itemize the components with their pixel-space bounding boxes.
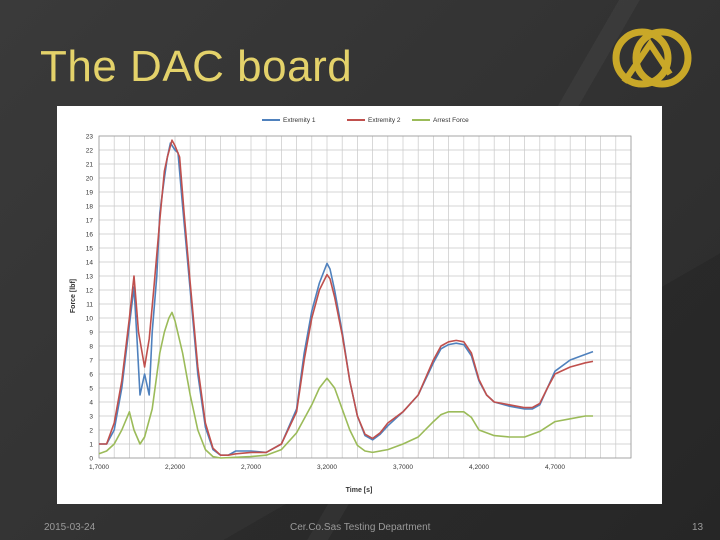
footer-department: Cer.Co.Sas Testing Department	[290, 522, 431, 533]
y-tick-label: 6	[89, 372, 93, 379]
y-tick-label: 3	[89, 414, 93, 421]
x-tick-label: 2,2000	[165, 464, 185, 471]
series-line-arrest-force	[98, 311, 593, 459]
chart-grid	[98, 135, 632, 459]
y-tick-label: 5	[89, 386, 93, 393]
legend-label: Extremity 1	[283, 117, 316, 124]
footer-date: 2015-03-24	[44, 522, 96, 533]
y-tick-label: 16	[86, 232, 94, 239]
series-line-extremity-1	[99, 142, 594, 456]
y-tick-label: 15	[86, 246, 94, 253]
x-tick-label: 1,7000	[89, 464, 109, 471]
y-tick-label: 22	[86, 148, 94, 155]
y-tick-label: 11	[86, 302, 93, 309]
chart-legend: Extremity 1 Extremity 2 Arrest Force	[262, 117, 469, 124]
page-number: 13	[692, 522, 704, 533]
legend-label: Arrest Force	[433, 117, 469, 124]
y-tick-label: 12	[86, 288, 94, 295]
slide-title: The DAC board	[40, 42, 353, 91]
x-tick-label: 2,7000	[241, 464, 261, 471]
y-tick-label: 20	[86, 176, 94, 183]
plot-frame	[98, 135, 632, 459]
chart-series	[98, 139, 594, 459]
series-line-extremity-2	[99, 139, 594, 456]
y-tick-label: 19	[86, 190, 94, 197]
y-tick-label: 10	[86, 316, 94, 323]
y-tick-label: 17	[86, 218, 94, 225]
y-tick-label: 1	[89, 442, 93, 449]
y-axis-label: Force [lbf]	[70, 279, 77, 313]
y-tick-label: 9	[89, 330, 93, 337]
x-tick-label: 3,2000	[317, 464, 337, 471]
y-tick-label: 18	[86, 204, 94, 211]
x-tick-label: 4,2000	[469, 464, 489, 471]
y-tick-label: 23	[86, 134, 94, 141]
y-tick-label: 13	[86, 274, 94, 281]
chart-panel: 0 1 2 3 4 5 6 7 8 9 10 11 12 13 14 15 16 17 18 19 20 21 22 23 1…	[57, 106, 662, 504]
x-axis-label: Time [s]	[346, 487, 373, 494]
y-tick-label: 14	[86, 260, 94, 267]
x-axis-ticks: 1,7000 2,2000 2,7000 3,2000 3,7000 4,2000 4,70…	[89, 464, 565, 471]
y-tick-label: 0	[89, 456, 93, 463]
y-tick-label: 7	[89, 358, 93, 365]
x-tick-label: 3,7000	[393, 464, 413, 471]
x-tick-label: 4,7000	[545, 464, 565, 471]
y-tick-label: 8	[89, 344, 93, 351]
legend-label: Extremity 2	[368, 117, 401, 124]
y-tick-label: 4	[89, 400, 93, 407]
y-tick-label: 2	[89, 428, 93, 435]
y-tick-label: 21	[86, 162, 94, 169]
company-logo-icon	[612, 28, 692, 88]
